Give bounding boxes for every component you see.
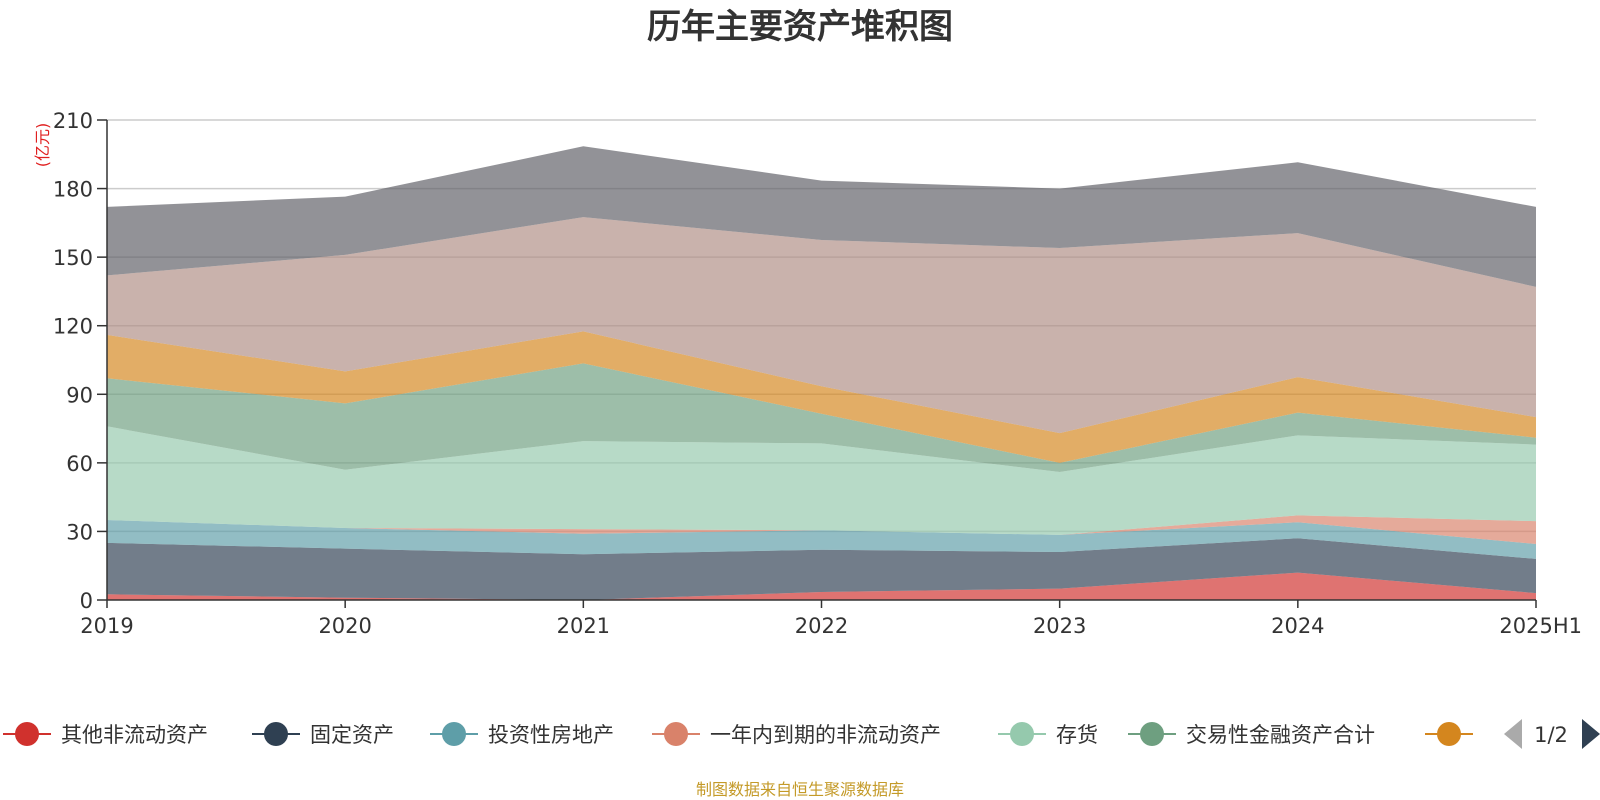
legend-item-2[interactable]: 固定资产: [252, 722, 394, 747]
x-tick-label: 2020: [318, 614, 371, 638]
y-tick-label: 30: [66, 520, 93, 544]
legend-marker: [264, 722, 288, 746]
series-areas: [107, 146, 1536, 600]
legend-marker: [1437, 722, 1461, 746]
x-tick-label: 2024: [1271, 614, 1324, 638]
legend-marker: [1010, 722, 1034, 746]
x-tick-label: 2021: [557, 614, 610, 638]
legend-item-7[interactable]: [1425, 722, 1473, 746]
area-series-8: [107, 217, 1536, 434]
chart-title: 历年主要资产堆积图: [647, 7, 953, 47]
area-series-9: [107, 146, 1536, 287]
area-series-4: [107, 515, 1536, 544]
y-tick-label: 60: [66, 452, 93, 476]
legend-page-indicator: 1/2: [1534, 723, 1568, 747]
area-series-6: [107, 363, 1536, 472]
area-series-5: [107, 426, 1536, 535]
legend-marker: [442, 722, 466, 746]
axes: 0 30 60 90 120 150 180 210 2019 2020 2021 2022 2023 2…: [53, 109, 1582, 638]
y-tick-label: 0: [80, 589, 93, 613]
legend: 其他非流动资产 固定资产 投资性房地产 一年内到期的非流动资产 存货 交易性金融资产合计: [3, 722, 1473, 747]
legend-label: 存货: [1056, 723, 1098, 747]
legend-item-6[interactable]: 交易性金融资产合计: [1128, 722, 1375, 747]
legend-marker: [15, 722, 39, 746]
x-tick-label: 2019: [80, 614, 133, 638]
legend-label: 其他非流动资产: [61, 723, 208, 747]
legend-item-1[interactable]: 其他非流动资产: [3, 722, 208, 747]
area-series-1: [107, 572, 1536, 600]
y-tick-label: 210: [53, 109, 93, 133]
legend-prev-page-icon[interactable]: [1504, 719, 1522, 749]
legend-pager: 1/2: [1504, 719, 1600, 749]
legend-marker: [664, 722, 688, 746]
data-source-footer: 制图数据来自恒生聚源数据库: [696, 780, 904, 799]
x-tick-label: 2025H1: [1499, 614, 1582, 638]
area-series-2: [107, 538, 1536, 600]
legend-next-page-icon[interactable]: [1582, 719, 1600, 749]
legend-item-4[interactable]: 一年内到期的非流动资产: [652, 722, 941, 747]
area-series-7: [107, 331, 1536, 463]
y-tick-label: 90: [66, 383, 93, 407]
legend-label: 固定资产: [310, 723, 394, 747]
x-tick-label: 2022: [795, 614, 848, 638]
legend-label: 投资性房地产: [488, 723, 614, 747]
y-tick-label: 150: [53, 246, 93, 270]
y-tick-label: 120: [53, 315, 93, 339]
y-tick-label: 180: [53, 178, 93, 202]
legend-item-3[interactable]: 投资性房地产: [430, 722, 614, 747]
x-tick-label: 2023: [1033, 614, 1086, 638]
legend-marker: [1140, 722, 1164, 746]
legend-item-5[interactable]: 存货: [998, 722, 1098, 747]
area-series-3: [107, 520, 1536, 559]
legend-label: 交易性金融资产合计: [1186, 723, 1375, 747]
legend-label: 一年内到期的非流动资产: [710, 723, 941, 747]
y-axis-unit-label: (亿元): [33, 123, 52, 168]
